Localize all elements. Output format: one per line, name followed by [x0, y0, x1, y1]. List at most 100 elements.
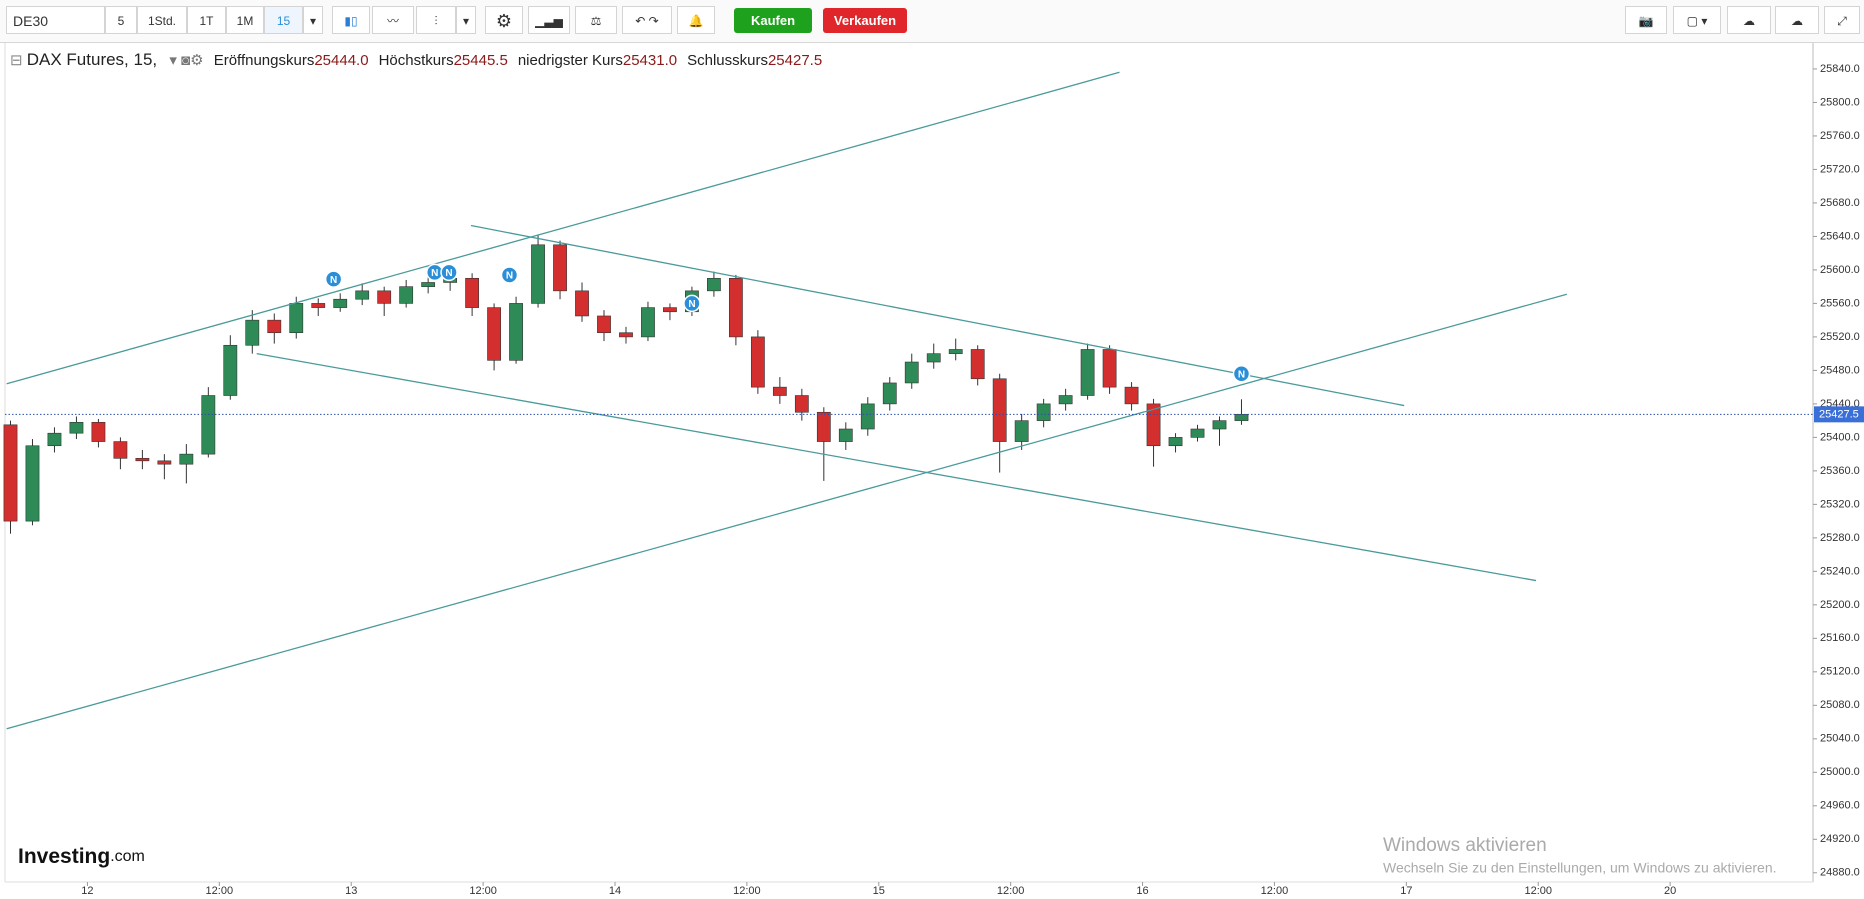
candle-body [1212, 420, 1227, 430]
candle-body [728, 277, 743, 338]
candle-body [377, 290, 392, 304]
interval-button[interactable]: 15 [264, 6, 303, 34]
news-marker[interactable] [324, 270, 343, 288]
candle-body [707, 277, 721, 292]
x-tick-label: 17 [1400, 885, 1412, 897]
windows-title: Windows aktivieren [1383, 835, 1547, 856]
candle-body [904, 361, 919, 384]
trend-line [470, 224, 1405, 407]
x-tick-label: 12:00 [206, 885, 234, 897]
candle-body [1124, 386, 1139, 405]
y-tick-label: 24920.0 [1820, 833, 1860, 845]
studies-icon[interactable]: ▁▃▅ [528, 6, 570, 34]
layout-icon[interactable]: ▢ ▾ [1673, 6, 1721, 34]
alert-icon[interactable]: 🔔 [677, 6, 715, 34]
camera-icon[interactable]: 📷 [1625, 6, 1667, 34]
logo: Investing.com [18, 845, 145, 868]
news-marker[interactable] [500, 266, 519, 284]
candle-body [553, 244, 567, 292]
legend-label: Höchstkurs [378, 52, 454, 69]
y-tick-label: 25840.0 [1820, 63, 1860, 75]
legend-value: 25431.0 [622, 52, 678, 69]
interval-button[interactable]: 1T [187, 6, 226, 34]
sell-button[interactable]: Verkaufen [823, 8, 907, 33]
interval-button[interactable]: 5 [105, 6, 137, 34]
x-tick-label: 15 [873, 885, 885, 897]
dropdown[interactable]: ▾ [303, 6, 323, 34]
news-label: N [445, 268, 452, 279]
interval-button[interactable]: 1M [226, 6, 264, 34]
collapse-icon[interactable]: ⊟ [10, 52, 23, 69]
trend-line [6, 293, 1567, 730]
candle-body [135, 458, 150, 462]
buy-button[interactable]: Kaufen [734, 8, 812, 33]
news-label: N [330, 275, 337, 286]
dropdown[interactable]: ▾ [456, 6, 476, 34]
interval-button[interactable]: 1Std. [137, 6, 187, 34]
y-tick-label: 24960.0 [1820, 800, 1860, 812]
toolbar: DE30 5 1Std. 1T 1M 15 ▾ ▮▯ 〰 ⫶ ▾ ⚙ ▁▃▅ ⚖ ↶ ↷… [0, 0, 1864, 43]
undo-redo[interactable]: ↶ ↷ [622, 6, 672, 34]
symbol-input[interactable]: DE30 [6, 6, 105, 34]
candle-body [1080, 349, 1095, 396]
y-tick-label: 25760.0 [1820, 130, 1860, 142]
y-tick-label: 25560.0 [1820, 297, 1860, 309]
trend-line [6, 71, 1120, 385]
news-label: N [506, 271, 513, 282]
y-tick-label: 25240.0 [1820, 565, 1860, 577]
legend-value: 25444.0 [314, 52, 369, 69]
news-marker[interactable] [1232, 364, 1251, 383]
candle-body [25, 445, 40, 522]
candle-body [772, 386, 787, 396]
legend-value: 25427.5 [767, 52, 823, 69]
legend-label: Schlusskurs [687, 52, 768, 69]
cloud-up[interactable]: ☁ [1775, 6, 1819, 34]
windows-text: Wechseln Sie zu den Einstellungen, um Wi… [1383, 860, 1777, 876]
line-icon[interactable]: 〰 [372, 6, 414, 34]
instrument-name: DAX Futures, 15, [26, 50, 158, 69]
y-tick-label: 25480.0 [1820, 364, 1860, 376]
news-marker[interactable] [683, 294, 701, 313]
candle-body [794, 395, 809, 413]
legend: ⊟ DAX Futures, 15, ▾ ◙⚙ Eröffnungskurs25… [10, 50, 832, 70]
candle-icon[interactable]: ▮▯ [332, 6, 370, 34]
trend-line [256, 353, 1537, 582]
candle-body [113, 441, 128, 459]
y-tick-label: 25000.0 [1820, 766, 1860, 778]
candle-body [1014, 420, 1029, 442]
x-tick-label: 20 [1664, 885, 1676, 897]
x-tick-label: 12 [81, 885, 93, 897]
x-tick-label: 12:00 [1524, 885, 1552, 897]
indicator-icon[interactable]: ⫶ [416, 6, 456, 34]
candle-body [1168, 437, 1183, 447]
candle-body [399, 286, 414, 304]
y-tick-label: 25040.0 [1820, 733, 1860, 745]
news-marker[interactable] [440, 263, 458, 282]
candle-body [1102, 349, 1117, 388]
candle-body [201, 395, 216, 455]
y-tick-label: 24880.0 [1820, 867, 1860, 879]
compare-icon[interactable]: ⚖ [575, 6, 617, 34]
candle-body [289, 303, 304, 334]
news-label: N [431, 268, 438, 279]
fullscreen[interactable]: ⤢ [1824, 6, 1860, 34]
x-tick-label: 12:00 [1261, 885, 1289, 897]
y-tick-label: 25720.0 [1820, 163, 1860, 175]
y-tick-label: 25400.0 [1820, 431, 1860, 443]
x-tick-label: 16 [1136, 885, 1148, 897]
candle-body [926, 353, 941, 363]
candle-body [3, 424, 18, 522]
legend-icons[interactable]: ▾ ◙⚙ [169, 52, 204, 69]
settings-icon[interactable]: ⚙ [485, 6, 523, 34]
candle-body [641, 307, 655, 338]
y-tick-label: 25280.0 [1820, 532, 1860, 544]
candle-body [157, 460, 172, 465]
candle-body [838, 428, 853, 442]
cloud-down[interactable]: ☁ [1727, 6, 1771, 34]
news-label: N [1238, 369, 1245, 380]
y-tick-label: 25120.0 [1820, 666, 1860, 678]
candle-body [509, 303, 523, 361]
news-label: N [688, 299, 695, 310]
logo-text: Investing [18, 845, 110, 868]
